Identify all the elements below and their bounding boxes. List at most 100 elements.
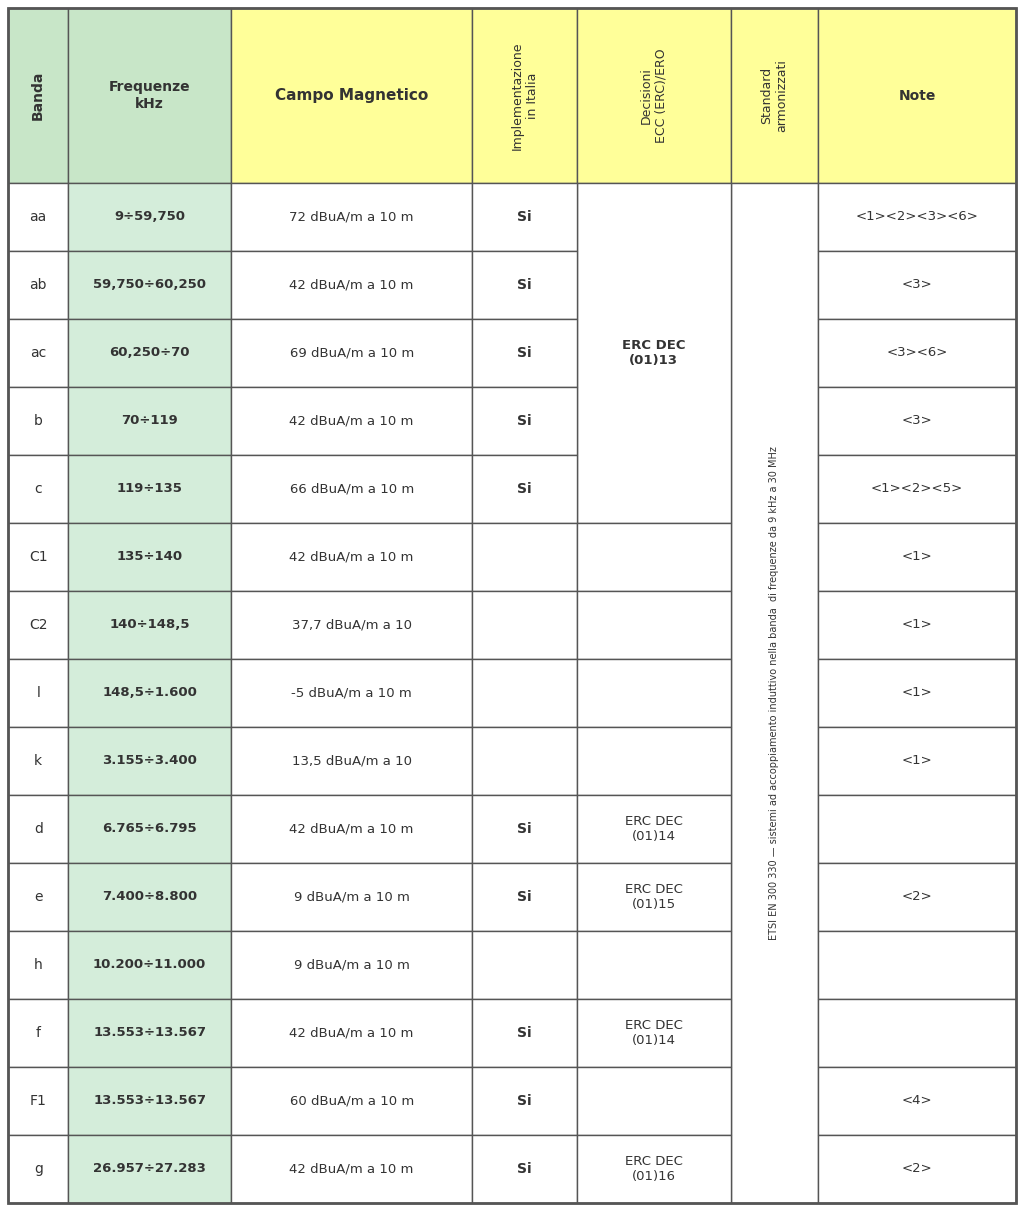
Text: <3>: <3> — [902, 278, 933, 291]
Bar — [472, 183, 577, 251]
Text: 26.957÷27.283: 26.957÷27.283 — [93, 1163, 206, 1175]
Text: F1: F1 — [30, 1094, 47, 1107]
Bar — [818, 319, 1016, 387]
Bar — [472, 455, 577, 523]
Text: Implementazione
in Italia: Implementazione in Italia — [511, 41, 539, 150]
Text: 42 dBuA/m a 10 m: 42 dBuA/m a 10 m — [290, 278, 414, 291]
Bar — [230, 796, 472, 863]
Bar — [577, 1135, 730, 1203]
Text: <2>: <2> — [902, 891, 933, 903]
Text: k: k — [34, 754, 42, 768]
Text: l: l — [36, 686, 40, 700]
Text: 9 dBuA/m a 10 m: 9 dBuA/m a 10 m — [294, 891, 410, 903]
Text: 3.155÷3.400: 3.155÷3.400 — [102, 754, 197, 768]
Bar — [8, 319, 69, 387]
Bar — [8, 1135, 69, 1203]
Text: 42 dBuA/m a 10 m: 42 dBuA/m a 10 m — [290, 1163, 414, 1175]
Text: 70÷119: 70÷119 — [121, 415, 178, 428]
Bar — [8, 455, 69, 523]
Bar — [730, 183, 818, 1203]
Text: 66 dBuA/m a 10 m: 66 dBuA/m a 10 m — [290, 482, 414, 496]
Bar — [8, 796, 69, 863]
Text: 135÷140: 135÷140 — [117, 550, 182, 563]
Text: Si: Si — [517, 346, 531, 360]
Text: f: f — [36, 1026, 41, 1040]
Text: b: b — [34, 413, 43, 428]
Bar — [69, 796, 230, 863]
Text: d: d — [34, 822, 43, 835]
Text: g: g — [34, 1162, 43, 1176]
Text: 119÷135: 119÷135 — [117, 482, 182, 496]
Text: 10.200÷11.000: 10.200÷11.000 — [93, 959, 206, 972]
Text: <1>: <1> — [902, 619, 933, 631]
Bar — [577, 931, 730, 999]
Bar — [472, 659, 577, 727]
Text: <1><2><3><6>: <1><2><3><6> — [856, 210, 979, 224]
Bar — [577, 999, 730, 1068]
Bar — [472, 591, 577, 659]
Text: ETSI EN 300 330 — sistemi ad accoppiamento induttivo nella banda  di frequenze d: ETSI EN 300 330 — sistemi ad accoppiamen… — [769, 446, 779, 939]
Text: <1>: <1> — [902, 550, 933, 563]
Bar — [69, 591, 230, 659]
Bar — [472, 8, 577, 183]
Text: <1>: <1> — [902, 754, 933, 768]
Bar — [472, 1068, 577, 1135]
Text: ERC DEC
(01)14: ERC DEC (01)14 — [625, 1019, 683, 1047]
Bar — [577, 659, 730, 727]
Text: -5 dBuA/m a 10 m: -5 dBuA/m a 10 m — [291, 687, 412, 700]
Text: <4>: <4> — [902, 1094, 933, 1107]
Bar — [8, 999, 69, 1068]
Text: Si: Si — [517, 890, 531, 904]
Text: 60 dBuA/m a 10 m: 60 dBuA/m a 10 m — [290, 1094, 414, 1107]
Text: 72 dBuA/m a 10 m: 72 dBuA/m a 10 m — [290, 210, 414, 224]
Bar — [69, 659, 230, 727]
Bar — [8, 183, 69, 251]
Bar — [8, 251, 69, 319]
Bar — [69, 727, 230, 796]
Bar — [69, 387, 230, 455]
Text: 59,750÷60,250: 59,750÷60,250 — [93, 278, 206, 291]
Bar — [230, 931, 472, 999]
Text: Decisioni
ECC (ERC)/ERO: Decisioni ECC (ERC)/ERO — [640, 48, 668, 143]
Bar — [69, 999, 230, 1068]
Text: C1: C1 — [29, 550, 47, 565]
Bar — [577, 591, 730, 659]
Bar — [818, 455, 1016, 523]
Text: 13.553÷13.567: 13.553÷13.567 — [93, 1026, 206, 1040]
Text: ac: ac — [30, 346, 46, 360]
Bar — [577, 8, 730, 183]
Bar — [230, 183, 472, 251]
Text: Standard
armonizzati: Standard armonizzati — [761, 59, 788, 132]
Text: <3><6>: <3><6> — [887, 347, 948, 359]
Text: 37,7 dBuA/m a 10: 37,7 dBuA/m a 10 — [292, 619, 412, 631]
Bar — [472, 523, 577, 591]
Bar — [69, 183, 230, 251]
Text: aa: aa — [30, 210, 47, 224]
Bar — [69, 455, 230, 523]
Bar — [69, 863, 230, 931]
Bar — [8, 8, 69, 183]
Bar — [818, 931, 1016, 999]
Text: 13.553÷13.567: 13.553÷13.567 — [93, 1094, 206, 1107]
Text: Si: Si — [517, 1162, 531, 1176]
Bar — [8, 659, 69, 727]
Bar — [818, 727, 1016, 796]
Text: ab: ab — [30, 278, 47, 293]
Text: c: c — [35, 482, 42, 496]
Bar — [472, 863, 577, 931]
Bar — [69, 251, 230, 319]
Text: 42 dBuA/m a 10 m: 42 dBuA/m a 10 m — [290, 1026, 414, 1040]
Text: 7.400÷8.800: 7.400÷8.800 — [102, 891, 198, 903]
Bar — [472, 387, 577, 455]
Bar — [230, 319, 472, 387]
Bar — [577, 1068, 730, 1135]
Text: 148,5÷1.600: 148,5÷1.600 — [102, 687, 197, 700]
Text: 6.765÷6.795: 6.765÷6.795 — [102, 822, 197, 835]
Bar — [230, 591, 472, 659]
Text: e: e — [34, 890, 42, 904]
Text: Banda: Banda — [31, 71, 45, 120]
Bar — [818, 1068, 1016, 1135]
Text: ERC DEC
(01)14: ERC DEC (01)14 — [625, 815, 683, 843]
Bar — [818, 387, 1016, 455]
Text: 42 dBuA/m a 10 m: 42 dBuA/m a 10 m — [290, 415, 414, 428]
